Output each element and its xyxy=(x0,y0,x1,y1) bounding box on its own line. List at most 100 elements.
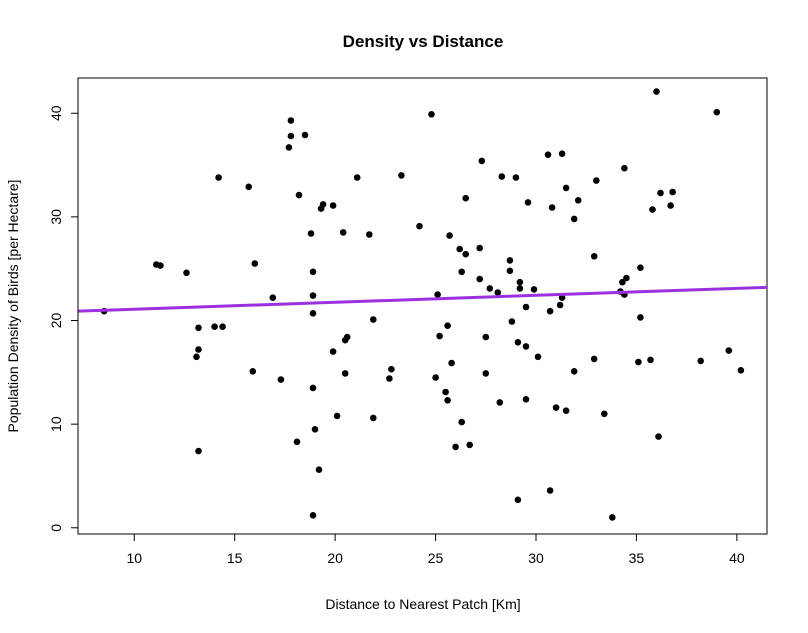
regression-line xyxy=(77,285,768,313)
data-point-75 xyxy=(512,174,520,181)
data-point-91 xyxy=(556,301,564,309)
data-point-103 xyxy=(609,514,616,521)
data-point-30 xyxy=(319,201,327,208)
data-point-14 xyxy=(269,294,277,302)
data-point-50 xyxy=(436,332,443,340)
x-tick-label-20: 20 xyxy=(327,550,343,566)
data-point-102 xyxy=(601,410,608,418)
data-point-35 xyxy=(339,229,347,236)
data-point-10 xyxy=(219,323,226,331)
data-point-57 xyxy=(456,245,464,253)
data-point-20 xyxy=(295,191,303,199)
y-tick-label-10: 10 xyxy=(48,416,64,432)
data-point-111 xyxy=(637,314,644,321)
data-point-73 xyxy=(506,267,514,275)
data-point-44 xyxy=(388,365,395,373)
data-point-46 xyxy=(416,222,423,230)
data-point-76 xyxy=(514,339,522,346)
data-point-60 xyxy=(462,250,470,258)
data-point-61 xyxy=(462,194,470,202)
data-point-47 xyxy=(428,111,435,118)
data-point-6 xyxy=(195,346,202,353)
data-point-51 xyxy=(442,388,449,396)
data-point-107 xyxy=(621,164,628,172)
data-point-2 xyxy=(157,262,164,269)
data-point-105 xyxy=(619,278,626,286)
data-point-96 xyxy=(570,215,578,223)
x-tick-label-30: 30 xyxy=(528,550,544,566)
data-point-56 xyxy=(452,443,459,451)
data-point-25 xyxy=(309,310,317,317)
data-point-97 xyxy=(570,368,578,375)
data-point-83 xyxy=(524,199,532,206)
data-point-86 xyxy=(544,151,552,158)
data-point-31 xyxy=(315,466,323,474)
y-axis: 0 10 20 30 40 xyxy=(48,105,79,532)
data-point-54 xyxy=(446,232,453,239)
data-point-9 xyxy=(215,174,222,181)
data-point-49 xyxy=(434,291,441,298)
x-tick-label-35: 35 xyxy=(629,550,645,566)
x-axis: 10 15 20 25 30 35 40 xyxy=(126,533,745,566)
data-point-120 xyxy=(713,108,721,116)
data-point-12 xyxy=(249,368,257,375)
data-point-42 xyxy=(370,414,377,422)
data-point-27 xyxy=(311,426,319,433)
x-tick-label-25: 25 xyxy=(428,550,444,566)
data-point-71 xyxy=(498,173,506,180)
y-tick-label-20: 20 xyxy=(48,313,64,329)
data-point-112 xyxy=(647,356,654,364)
data-point-69 xyxy=(494,289,502,296)
data-point-79 xyxy=(516,278,524,286)
data-point-117 xyxy=(667,202,674,209)
data-point-22 xyxy=(307,230,315,237)
data-point-7 xyxy=(195,447,202,455)
data-point-63 xyxy=(476,275,484,283)
data-point-94 xyxy=(562,184,570,192)
chart-title: Density vs Distance xyxy=(343,32,504,51)
data-point-45 xyxy=(398,172,405,179)
data-point-118 xyxy=(669,188,676,196)
data-point-41 xyxy=(370,316,377,323)
data-point-80 xyxy=(522,396,530,403)
y-tick-label-0: 0 xyxy=(48,524,64,532)
data-point-110 xyxy=(637,264,644,272)
data-point-82 xyxy=(522,303,530,311)
points-layer xyxy=(100,88,745,521)
data-point-87 xyxy=(546,307,554,315)
data-point-5 xyxy=(193,353,200,361)
data-point-40 xyxy=(366,231,373,238)
data-point-34 xyxy=(333,412,341,420)
y-axis-label: Population Density of Birds [per Hectare… xyxy=(5,180,21,433)
data-point-72 xyxy=(506,257,514,264)
data-point-121 xyxy=(725,347,733,354)
data-point-113 xyxy=(649,206,656,213)
data-point-39 xyxy=(353,174,361,181)
data-point-67 xyxy=(482,370,490,377)
data-point-99 xyxy=(590,252,598,260)
data-point-100 xyxy=(590,355,598,363)
plot-frame xyxy=(77,77,768,535)
y-tick-label-40: 40 xyxy=(48,105,64,121)
data-point-38 xyxy=(341,370,349,377)
data-point-53 xyxy=(444,322,451,330)
data-point-64 xyxy=(476,244,484,252)
data-point-4 xyxy=(195,324,202,332)
data-point-74 xyxy=(508,318,516,325)
x-tick-label-15: 15 xyxy=(227,550,243,566)
data-point-115 xyxy=(655,433,662,440)
data-point-55 xyxy=(448,359,455,367)
data-point-70 xyxy=(496,399,504,406)
data-point-32 xyxy=(329,202,337,209)
data-point-3 xyxy=(183,269,190,277)
data-point-65 xyxy=(478,157,486,165)
data-point-119 xyxy=(697,357,704,365)
data-point-17 xyxy=(287,117,295,124)
data-point-43 xyxy=(386,375,393,382)
data-point-81 xyxy=(522,343,530,350)
data-point-18 xyxy=(287,132,295,140)
data-point-62 xyxy=(466,441,474,449)
data-point-58 xyxy=(458,268,466,276)
data-point-21 xyxy=(301,131,309,139)
data-point-95 xyxy=(562,407,570,415)
